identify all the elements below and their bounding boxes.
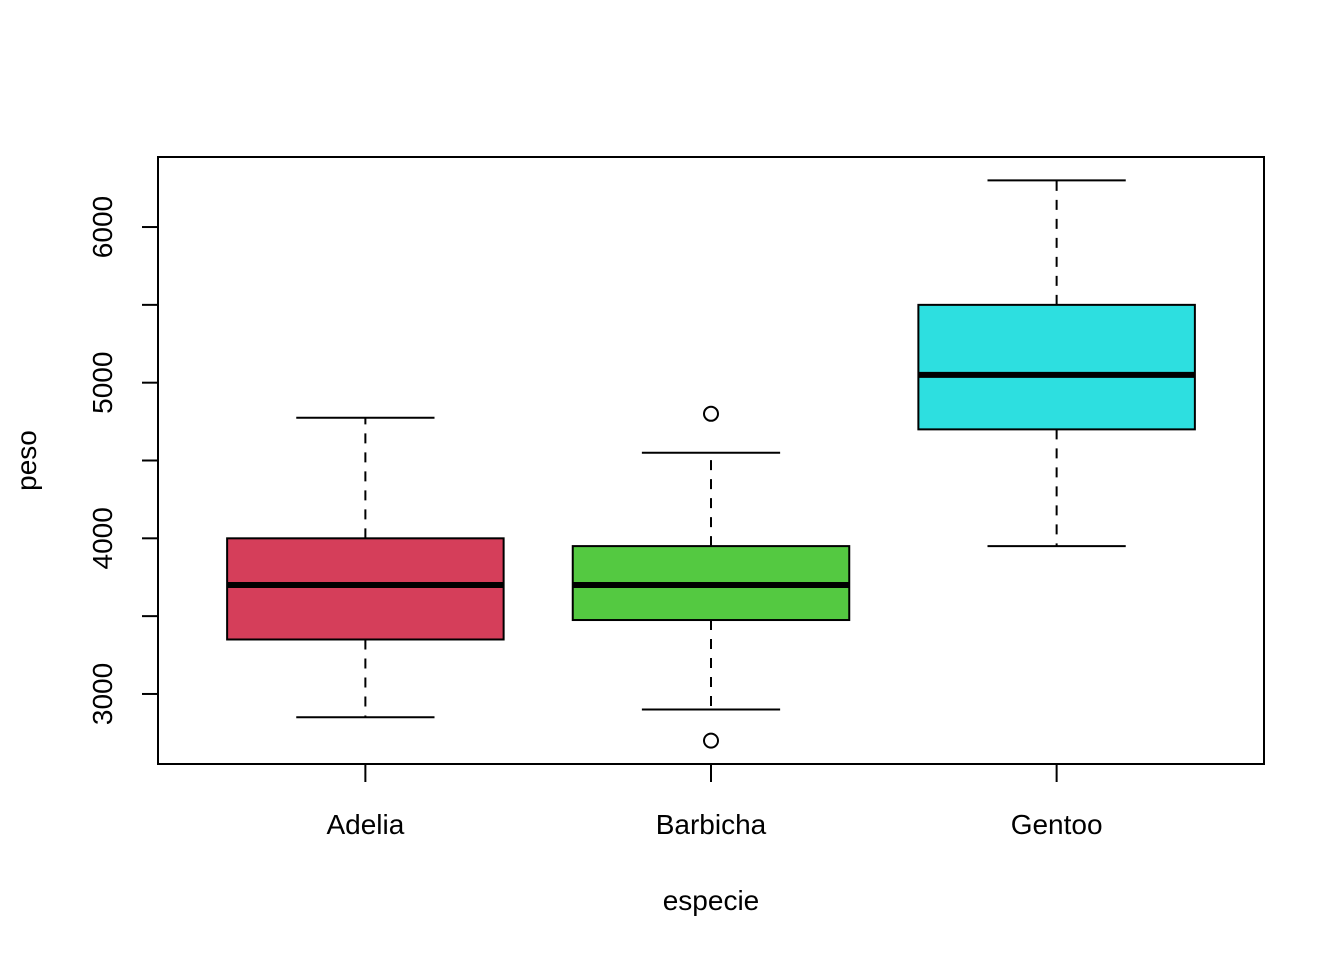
y-tick-label: 5000 [87, 352, 118, 414]
y-tick-label: 3000 [87, 663, 118, 725]
x-axis: Adelia Barbicha Gentoo [326, 764, 1103, 840]
iqr-box [917, 303, 1196, 431]
x-tick-label: Adelia [326, 809, 404, 840]
x-axis-title: especie [663, 885, 760, 916]
x-tick-label: Barbicha [656, 809, 767, 840]
y-tick-label: 6000 [87, 196, 118, 258]
y-axis: 3000 4000 5000 6000 [87, 196, 158, 725]
box-group-adelia [226, 416, 505, 719]
outlier-point [703, 405, 719, 422]
boxes-layer [226, 179, 1196, 749]
box-group-gentoo [917, 179, 1196, 548]
y-axis-title: peso [11, 430, 42, 491]
iqr-box [226, 537, 505, 641]
y-tick-label: 4000 [87, 507, 118, 569]
x-tick-label: Gentoo [1011, 809, 1103, 840]
outlier-point [703, 732, 719, 749]
box-group-barbicha [571, 405, 851, 749]
